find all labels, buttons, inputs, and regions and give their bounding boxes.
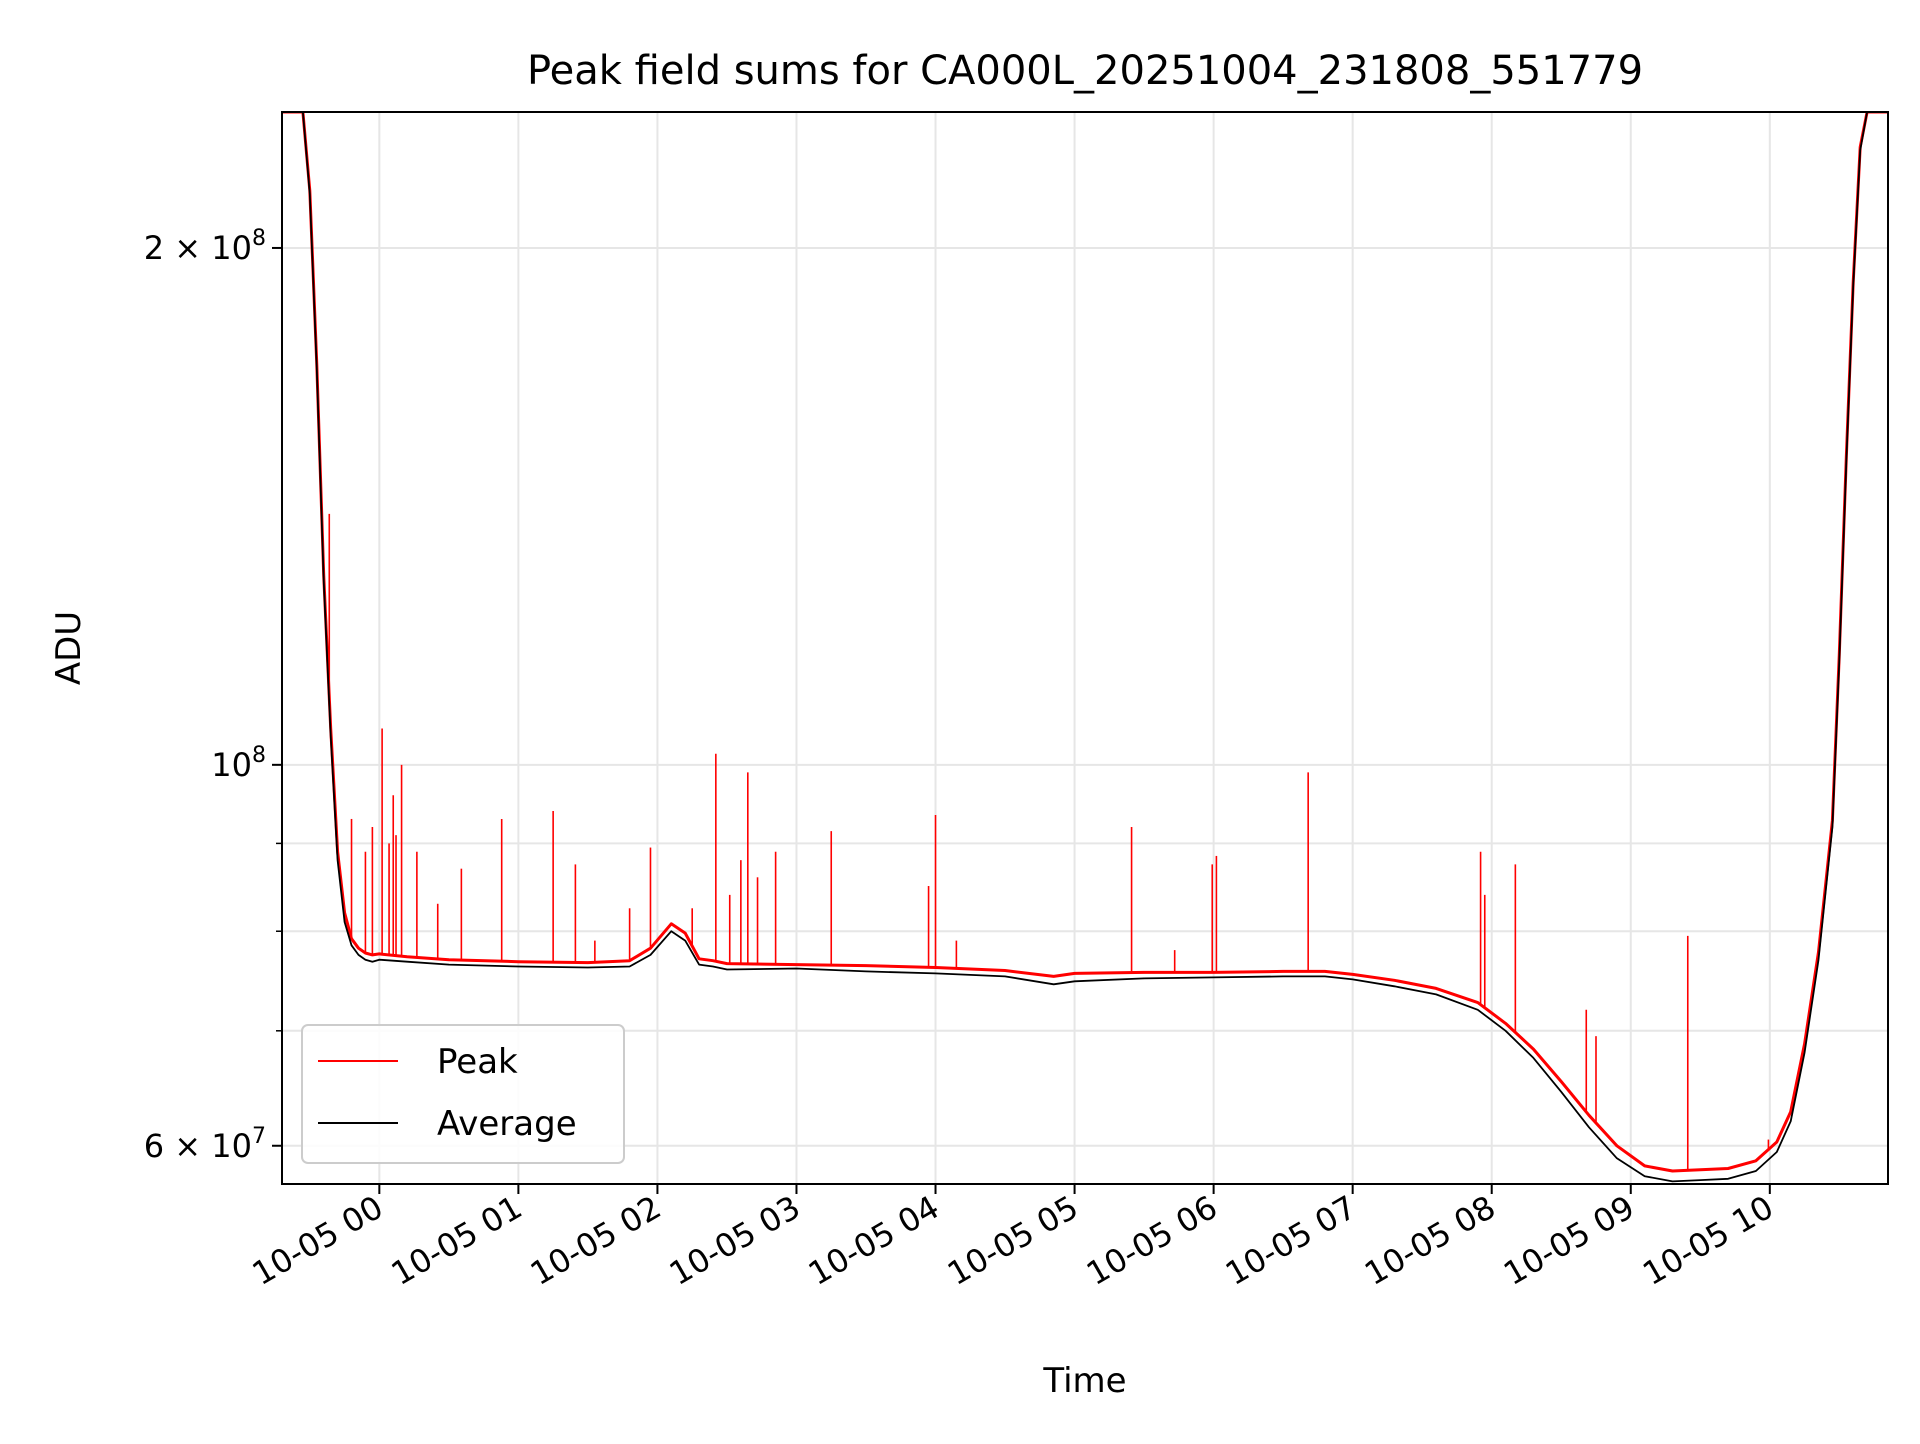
legend-label-average: Average (437, 1104, 577, 1144)
y-axis-label: ADU (49, 611, 89, 685)
data-layer (282, 112, 1888, 1183)
series-line-peak (282, 112, 1888, 1173)
y-tick-label: 6 × 107 (144, 1124, 266, 1165)
grid-lines (282, 112, 1888, 1184)
plot-frame (281, 111, 1889, 1185)
legend: Peak Average (301, 1024, 625, 1164)
y-tick-label: 108 (211, 743, 266, 784)
x-axis-label: Time (1042, 1361, 1126, 1401)
legend-label-peak: Peak (437, 1042, 518, 1082)
chart-title: Peak field sums for CA000L_20251004_2318… (527, 48, 1643, 94)
legend-box (301, 1024, 625, 1164)
y-tick-label: 2 × 108 (144, 226, 266, 267)
series-line-average (282, 112, 1888, 1183)
